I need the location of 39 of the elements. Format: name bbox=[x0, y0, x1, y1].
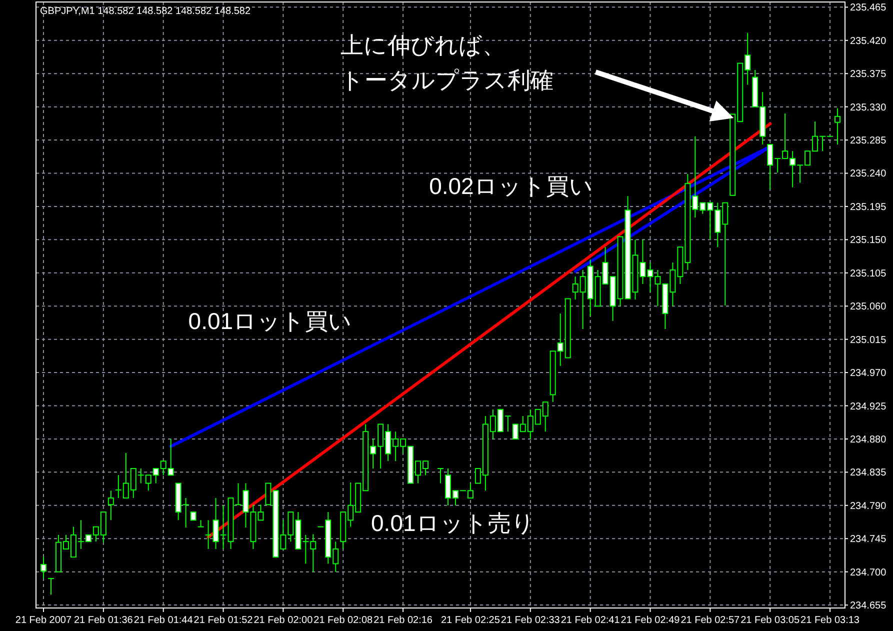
x-tick-label: 21 Feb 02:16 bbox=[374, 615, 433, 626]
x-tick-label: 21 Feb 02:33 bbox=[500, 615, 560, 626]
y-tick-label: 235.195 bbox=[850, 202, 887, 213]
y-tick-label: 234.790 bbox=[850, 500, 887, 512]
annotation: 上に伸びれば、 bbox=[340, 32, 506, 58]
x-tick-label: 21 Feb 03:13 bbox=[800, 615, 860, 626]
chart-title: GBPJPY,M1 148.582 148.582 148.582 148.582 bbox=[40, 6, 251, 17]
y-tick-label: 235.465 bbox=[850, 2, 887, 14]
annotation: 0.01ロット買い bbox=[188, 308, 352, 334]
x-tick-label: 21 Feb 02:00 bbox=[254, 615, 314, 626]
y-tick-label: 234.925 bbox=[850, 401, 887, 412]
annotation: トータルプラス利確 bbox=[340, 67, 554, 94]
y-tick-label: 234.700 bbox=[850, 567, 887, 578]
y-tick-label: 235.015 bbox=[850, 334, 887, 346]
x-tick-label: 21 Feb 02:08 bbox=[314, 615, 374, 626]
x-tick-label: 21 Feb 02:25 bbox=[440, 615, 500, 626]
x-tick-label: 21 Feb 01:44 bbox=[134, 615, 194, 626]
x-tick-label: 21 Feb 02:57 bbox=[680, 615, 740, 626]
y-tick-label: 235.105 bbox=[850, 268, 887, 280]
x-tick-label: 21 Feb 03:05 bbox=[740, 615, 800, 626]
annotation: 0.01ロット売り bbox=[371, 510, 535, 536]
y-tick-label: 235.240 bbox=[850, 168, 887, 180]
x-tick-label: 21 Feb 01:36 bbox=[74, 615, 134, 626]
y-tick-label: 235.330 bbox=[850, 102, 887, 114]
y-tick-label: 234.655 bbox=[850, 600, 887, 612]
y-tick-label: 235.060 bbox=[850, 302, 887, 313]
y-tick-label: 234.835 bbox=[850, 468, 887, 479]
y-tick-label: 235.150 bbox=[850, 235, 887, 246]
y-tick-label: 234.880 bbox=[850, 434, 887, 446]
y-tick-label: 235.285 bbox=[850, 136, 887, 147]
y-tick-label: 235.420 bbox=[850, 36, 887, 47]
x-tick-label: 21 Feb 01:52 bbox=[194, 615, 254, 626]
x-tick-label: 21 Feb 02:49 bbox=[620, 615, 680, 626]
y-tick-label: 234.745 bbox=[850, 534, 887, 546]
x-tick-label: 21 Feb 02:41 bbox=[560, 615, 620, 626]
annotation: 0.02ロット買い bbox=[429, 173, 593, 200]
y-tick-label: 235.375 bbox=[850, 69, 887, 80]
x-tick-label: 21 Feb 2007 bbox=[15, 615, 72, 626]
y-tick-label: 234.970 bbox=[850, 368, 887, 380]
